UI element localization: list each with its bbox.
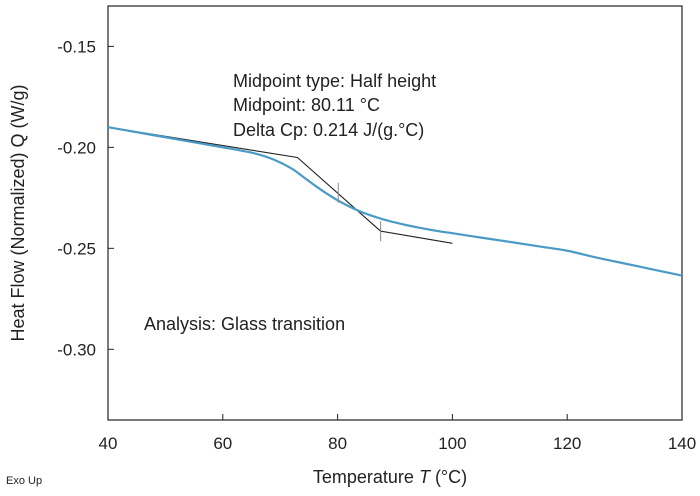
heat-flow-curve (107, 126, 683, 277)
y-axis-label: Heat Flow (Normalized) Q (W/g) (8, 84, 28, 341)
y-tick-label: -0.20 (57, 138, 96, 157)
marker-group (337, 182, 382, 242)
x-tick-label: 60 (213, 434, 232, 453)
annotation-analysis: Analysis: Glass transition (144, 314, 345, 334)
series-group (107, 126, 683, 277)
y-tick-label: -0.25 (57, 239, 96, 258)
exo-up-label: Exo Up (6, 475, 42, 487)
x-tick-label: 100 (438, 434, 466, 453)
plot-area-frame (107, 5, 683, 421)
x-axis-ticks: 40 60 80 100 120 140 (99, 414, 696, 453)
tangent-construction-line (107, 126, 453, 244)
y-axis-ticks: -0.15 -0.20 -0.25 -0.30 (57, 37, 114, 359)
x-tick-label: 140 (668, 434, 696, 453)
x-tick-label: 120 (553, 434, 581, 453)
annotation-midpoint: Midpoint: 80.11 °C (233, 95, 380, 115)
x-tick-label: 40 (99, 434, 118, 453)
x-axis-label: Temperature T (°C) (313, 467, 467, 487)
annotation-midpoint-type: Midpoint type: Half height (233, 71, 436, 91)
annotation-delta-cp: Delta Cp: 0.214 J/(g.°C) (233, 120, 424, 140)
y-tick-label: -0.30 (57, 340, 96, 359)
y-tick-label: -0.15 (57, 37, 96, 56)
x-tick-label: 80 (328, 434, 347, 453)
